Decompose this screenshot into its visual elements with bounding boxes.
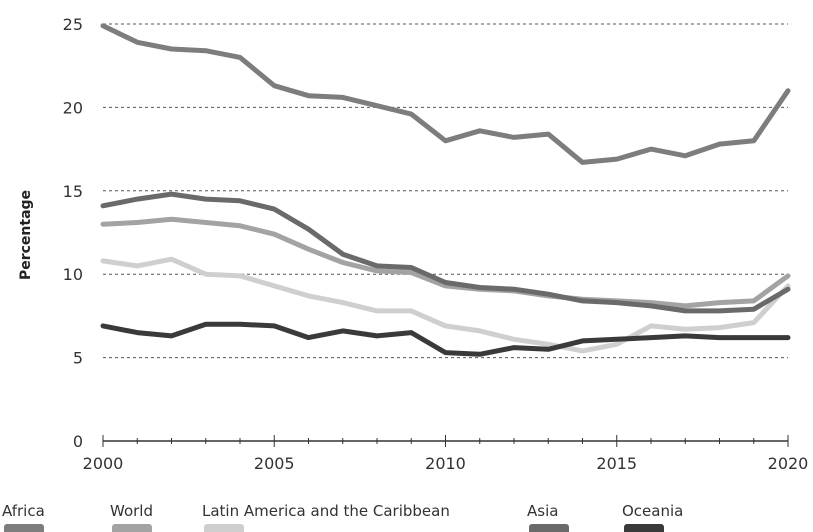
legend-swatch: [624, 524, 664, 532]
x-tick-label: 2015: [596, 454, 637, 473]
legend-label: Oceania: [622, 502, 683, 520]
y-tick-label: 0: [73, 432, 83, 451]
legend-label: Asia: [527, 502, 558, 520]
y-tick-label: 20: [63, 98, 83, 117]
x-axis: 2000 2005 2010 2015 2020: [83, 435, 809, 473]
series-line-asia: [100, 191, 791, 314]
y-tick-label: 25: [63, 15, 83, 34]
y-axis-title: Percentage: [18, 190, 34, 280]
x-tick-label: 2020: [768, 454, 809, 473]
series-line-latin-america-and-the-caribbean: [100, 256, 791, 354]
legend: Africa World Latin America and the Caribbe…: [2, 502, 683, 532]
y-tick-label: 10: [63, 265, 83, 284]
legend-label: Africa: [2, 502, 45, 520]
y-axis: 0 5 10 15 20 25: [63, 15, 83, 451]
legend-swatch: [112, 524, 152, 532]
legend-swatch: [4, 524, 44, 532]
series-line-oceania: [100, 321, 791, 357]
x-tick-label: 2010: [425, 454, 466, 473]
legend-label: World: [110, 502, 153, 520]
y-tick-label: 15: [63, 182, 83, 201]
x-tick-label: 2005: [254, 454, 295, 473]
series-lines: [100, 23, 791, 357]
y-tick-label: 5: [73, 349, 83, 368]
x-tick-label: 2000: [83, 454, 124, 473]
series-line-africa: [100, 23, 791, 165]
series-line-world: [100, 216, 791, 309]
legend-label: Latin America and the Caribbean: [202, 502, 450, 520]
legend-swatch: [529, 524, 569, 532]
legend-swatch: [204, 524, 244, 532]
